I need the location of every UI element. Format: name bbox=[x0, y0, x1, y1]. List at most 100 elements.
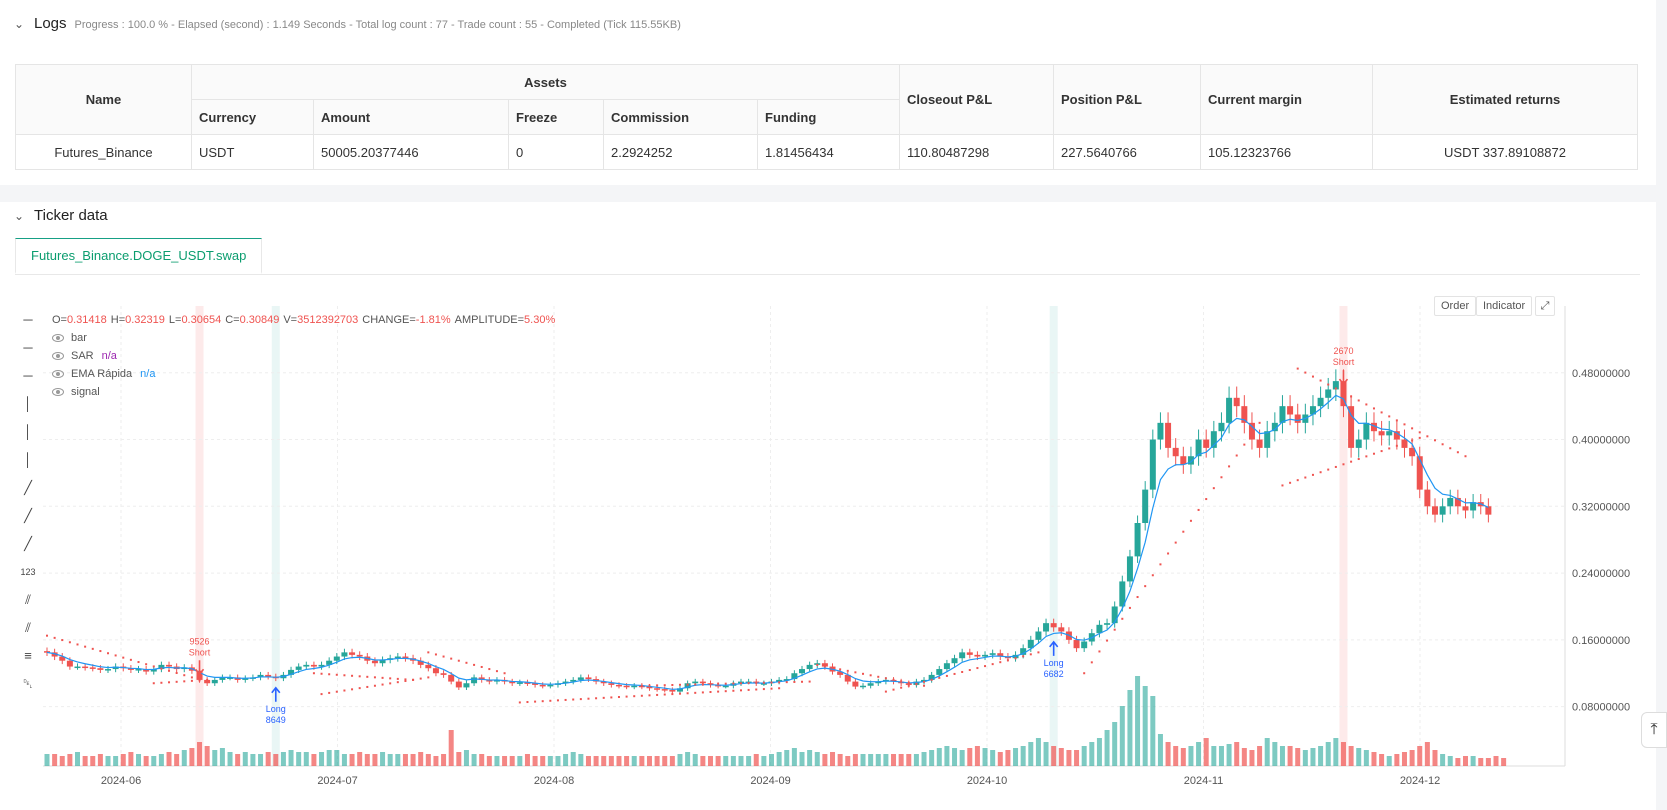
candle-body bbox=[509, 681, 516, 684]
volume-bar bbox=[1249, 750, 1255, 766]
volume-bar bbox=[532, 756, 538, 766]
volume-bar bbox=[67, 754, 73, 766]
candle-body bbox=[997, 653, 1004, 657]
volume-bar bbox=[807, 750, 813, 766]
candle-body bbox=[463, 683, 470, 688]
volume-bar bbox=[1020, 746, 1026, 766]
chevron-down-icon[interactable]: ⌄ bbox=[14, 209, 25, 223]
parallel-channel-icon[interactable]: ⫽ bbox=[25, 592, 31, 607]
sar-dot bbox=[617, 696, 620, 699]
candle-body bbox=[227, 677, 234, 679]
candle-body bbox=[310, 664, 317, 667]
legend-item-sar[interactable]: SAR n/a bbox=[52, 350, 117, 362]
trend-line-icon[interactable]: ╱ bbox=[24, 480, 32, 495]
arrow-to-top-icon[interactable]: ⤒ bbox=[1641, 712, 1667, 748]
ticker-header[interactable]: ⌄ Ticker data bbox=[14, 207, 108, 224]
sar-dot bbox=[869, 674, 872, 677]
signal-label-id: 6682 bbox=[1044, 669, 1064, 679]
indicator-button[interactable]: Indicator bbox=[1476, 296, 1533, 316]
volume-bar bbox=[364, 754, 370, 766]
vertical-segment-icon[interactable]: │ bbox=[23, 424, 33, 439]
candle-body bbox=[1111, 606, 1118, 624]
candle-body bbox=[1485, 506, 1492, 515]
candle-body bbox=[684, 683, 691, 689]
sar-dot bbox=[1189, 519, 1192, 522]
sar-dot bbox=[1311, 473, 1314, 476]
candle-body bbox=[1332, 381, 1339, 390]
order-button[interactable]: Order bbox=[1434, 296, 1477, 316]
sar-dot bbox=[129, 658, 132, 661]
sar-dot bbox=[701, 691, 704, 694]
sar-dot bbox=[907, 681, 910, 684]
candle-body bbox=[982, 654, 989, 657]
price-channel-icon[interactable]: ≡ bbox=[24, 648, 32, 663]
volume-bar bbox=[1005, 750, 1011, 766]
volume-bar bbox=[730, 756, 736, 766]
horizontal-ray-icon[interactable]: ─ bbox=[23, 312, 33, 327]
candle-body bbox=[394, 656, 401, 659]
sar-dot bbox=[1029, 653, 1032, 656]
candle-body bbox=[539, 684, 546, 687]
trash-icon[interactable]: ␡ bbox=[22, 676, 34, 691]
vertical-line-icon[interactable]: │ bbox=[23, 396, 33, 411]
logs-header[interactable]: ⌄ Logs Progress : 100.0 % - Elapsed (sec… bbox=[14, 15, 681, 32]
legend-item-bar[interactable]: bar bbox=[52, 332, 87, 344]
legend-item-signal[interactable]: signal bbox=[52, 386, 100, 398]
sar-dot bbox=[953, 672, 956, 675]
sar-dot bbox=[678, 692, 681, 695]
volume-bar bbox=[967, 748, 973, 766]
volume-bar bbox=[761, 756, 767, 766]
segment-icon[interactable]: ╱ bbox=[24, 536, 32, 551]
sar-dot bbox=[328, 691, 331, 694]
y-tick-label: 0.40000000 bbox=[1572, 435, 1630, 447]
sar-dot bbox=[366, 675, 369, 678]
price-label-icon[interactable]: 123 bbox=[20, 567, 36, 577]
signal-band bbox=[271, 306, 280, 766]
sar-dot bbox=[1388, 447, 1391, 450]
candle-body bbox=[615, 684, 622, 687]
volume-bar bbox=[166, 752, 172, 766]
vertical-ray-icon[interactable]: │ bbox=[23, 452, 33, 467]
candle-body bbox=[1287, 406, 1294, 415]
signal-band bbox=[195, 306, 204, 766]
sar-dot bbox=[1090, 661, 1093, 664]
expand-icon[interactable]: ⤢ bbox=[1535, 296, 1555, 316]
sar-dot bbox=[907, 684, 910, 687]
volume-bar bbox=[502, 756, 508, 766]
volume-bar bbox=[654, 756, 660, 766]
candle-body bbox=[1294, 414, 1301, 423]
candle-body bbox=[402, 656, 409, 659]
legend-item-ema[interactable]: EMA Rápida n/a bbox=[52, 368, 155, 380]
volume-bar bbox=[105, 756, 111, 766]
sar-dot bbox=[526, 701, 529, 704]
sar-dot bbox=[358, 675, 361, 678]
sar-dot bbox=[1411, 427, 1414, 430]
volume-bar bbox=[1272, 742, 1278, 766]
ohlc-l-value: 0.30654 bbox=[181, 314, 222, 326]
sar-dot bbox=[884, 690, 887, 693]
volume-bar bbox=[181, 750, 187, 766]
horizontal-line-icon[interactable]: ─ bbox=[23, 340, 33, 355]
eye-icon[interactable] bbox=[52, 370, 64, 378]
sar-dot bbox=[114, 654, 117, 657]
tab-doge-usdt-swap[interactable]: Futures_Binance.DOGE_USDT.swap bbox=[15, 238, 263, 274]
ray-line-icon[interactable]: ╱ bbox=[24, 508, 32, 523]
candle-body bbox=[1363, 422, 1370, 440]
chevron-down-icon[interactable]: ⌄ bbox=[14, 17, 25, 31]
ticker-panel: ⌄ Ticker data Futures_Binance.DOGE_USDT.… bbox=[0, 202, 1656, 810]
horizontal-segment-icon[interactable]: ─ bbox=[23, 368, 33, 383]
eye-icon[interactable] bbox=[52, 352, 64, 360]
sar-dot bbox=[778, 687, 781, 690]
eye-icon[interactable] bbox=[52, 388, 64, 396]
fib-icon[interactable]: ⫽ bbox=[25, 620, 31, 635]
sar-dot bbox=[190, 679, 193, 682]
legend-sar-value: n/a bbox=[101, 350, 117, 362]
col-closeout-header: Closeout P&L bbox=[899, 64, 1054, 135]
volume-bar bbox=[540, 756, 546, 766]
volume-bar bbox=[463, 750, 469, 766]
sar-dot bbox=[709, 683, 712, 686]
candle-body bbox=[875, 681, 882, 684]
eye-icon[interactable] bbox=[52, 334, 64, 342]
candle-body bbox=[219, 677, 226, 680]
